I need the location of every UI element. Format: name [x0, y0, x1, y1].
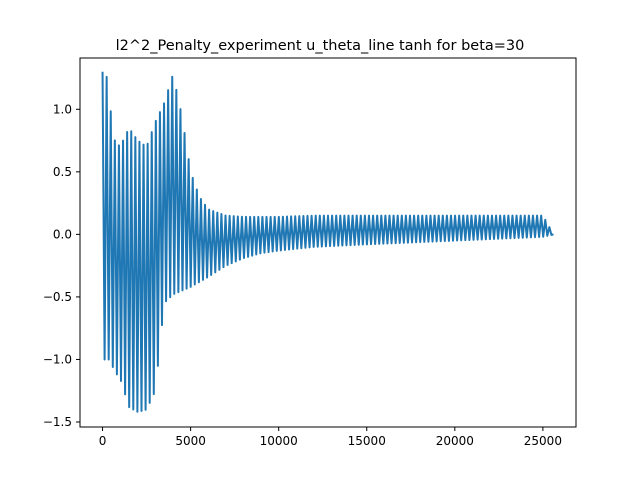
y-tick-label: 0.5: [53, 165, 72, 179]
series-line-0: [101, 71, 554, 413]
y-tick-label: −1.0: [43, 352, 72, 366]
y-axis: −1.5 −1.0 −0.5 0.0 0.5 1.0: [43, 102, 80, 429]
x-tick-label: 0: [99, 434, 107, 448]
x-tick-label: 25000: [524, 434, 562, 448]
y-tick-label: −0.5: [43, 290, 72, 304]
x-tick-label: 5000: [175, 434, 206, 448]
x-tick-label: 10000: [260, 434, 298, 448]
y-tick-label: 0.0: [53, 227, 72, 241]
x-axis: 0 5000 10000 15000 20000 25000: [99, 427, 562, 448]
axes-frame: [79, 57, 577, 428]
x-tick-label: 20000: [436, 434, 474, 448]
y-tick-label: −1.5: [43, 415, 72, 429]
chart-title: l2^2_Penalty_experiment u_theta_line tan…: [116, 38, 525, 54]
x-tick-label: 15000: [348, 434, 386, 448]
y-tick-label: 1.0: [53, 102, 72, 116]
plot-area: [101, 71, 554, 413]
